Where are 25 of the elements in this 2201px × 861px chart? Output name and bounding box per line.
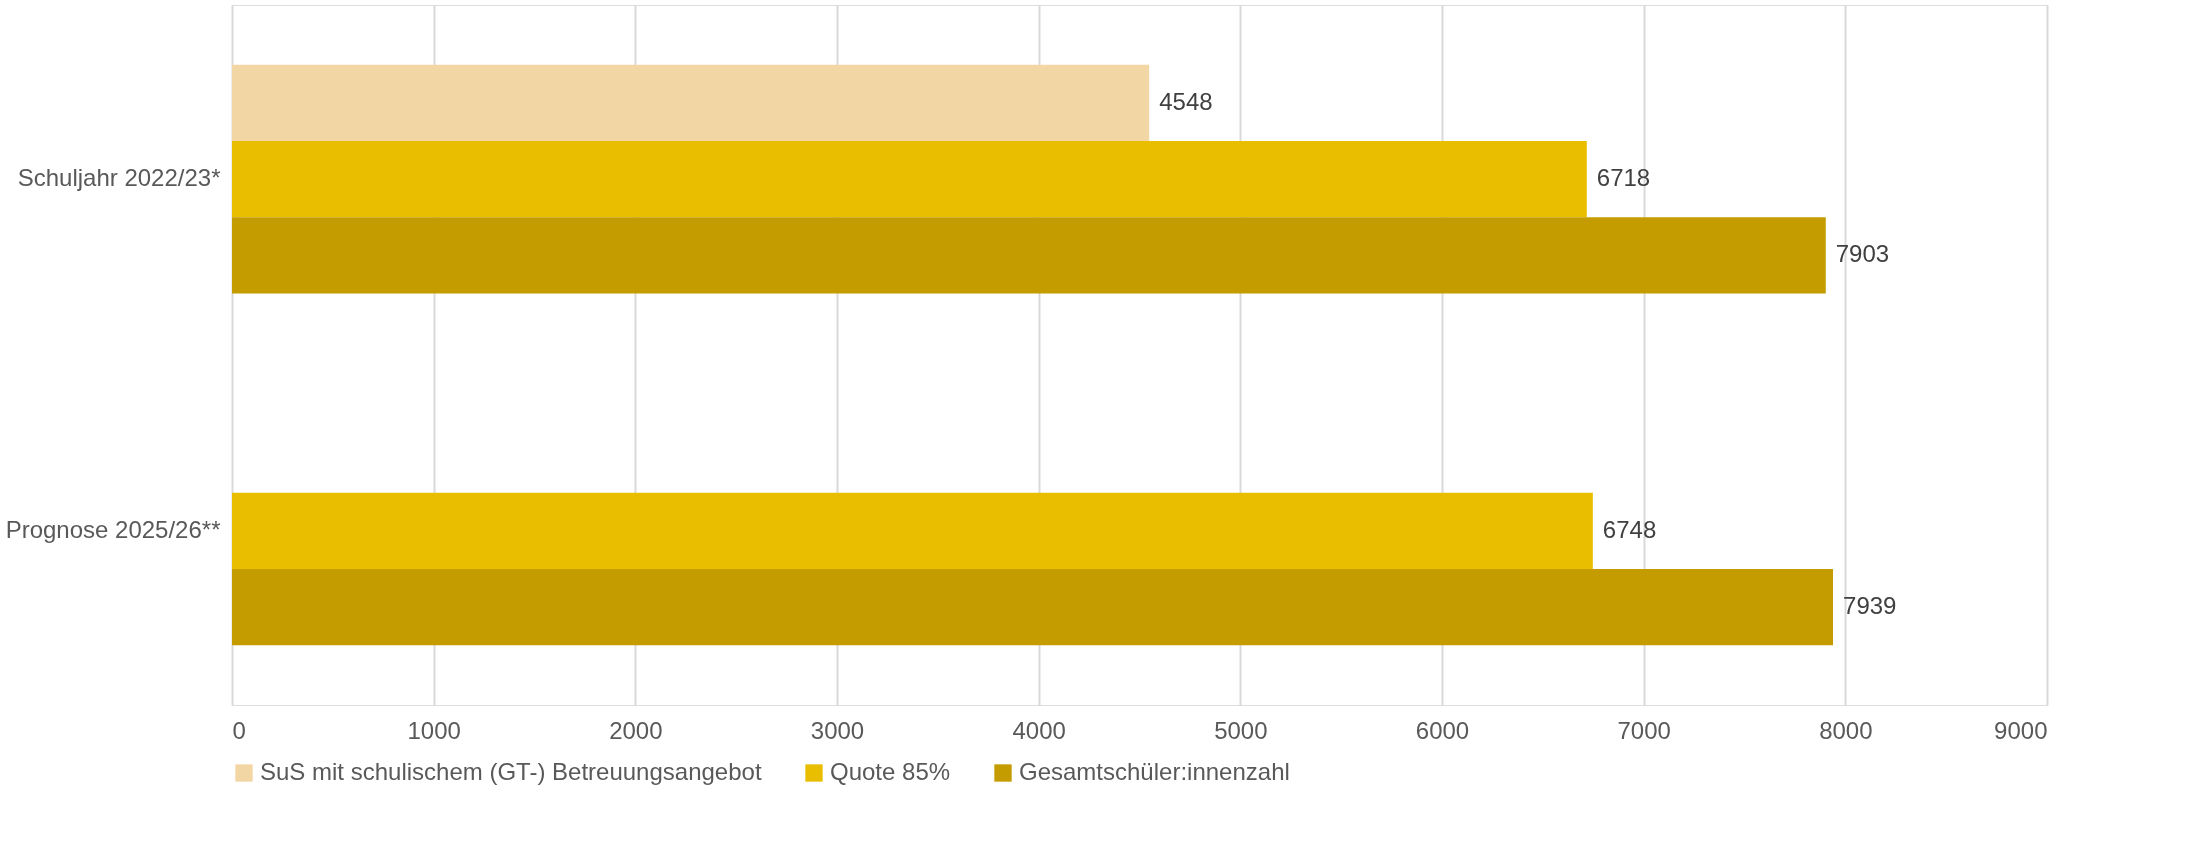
y-tick-label: Prognose 2025/26** — [5, 515, 221, 543]
bar — [232, 217, 1826, 294]
x-tick-label: 2000 — [609, 716, 663, 744]
x-tick-label: 5000 — [1214, 716, 1268, 744]
x-tick-label: 8000 — [1819, 716, 1873, 744]
x-tick-label: 0 — [232, 716, 246, 744]
bar — [232, 64, 1150, 142]
data-label: 7903 — [1835, 240, 1890, 268]
bar — [232, 568, 1834, 646]
data-label: 6748 — [1602, 515, 1657, 543]
y-tick-label: Schuljahr 2022/23* — [17, 164, 221, 192]
x-tick-label: 1000 — [407, 716, 461, 744]
data-label: 4548 — [1159, 87, 1213, 115]
x-tick-label: 3000 — [810, 716, 865, 744]
x-tick-label: 7000 — [1617, 716, 1671, 744]
x-tick-label: 6000 — [1415, 716, 1470, 744]
legend-label: SuS mit schulischem (GT-) Betreuungsangebot — [260, 758, 762, 785]
x-tick-label: 4000 — [1012, 716, 1066, 744]
data-label: 7939 — [1843, 592, 1897, 620]
x-tick-label: 9000 — [1994, 716, 2048, 744]
bar — [232, 492, 1593, 569]
bar — [232, 141, 1587, 218]
data-label: 6718 — [1596, 164, 1651, 192]
legend-label: Gesamtschüler:innenzahl — [1019, 758, 1290, 785]
legend-label: Quote 85% — [830, 758, 951, 785]
